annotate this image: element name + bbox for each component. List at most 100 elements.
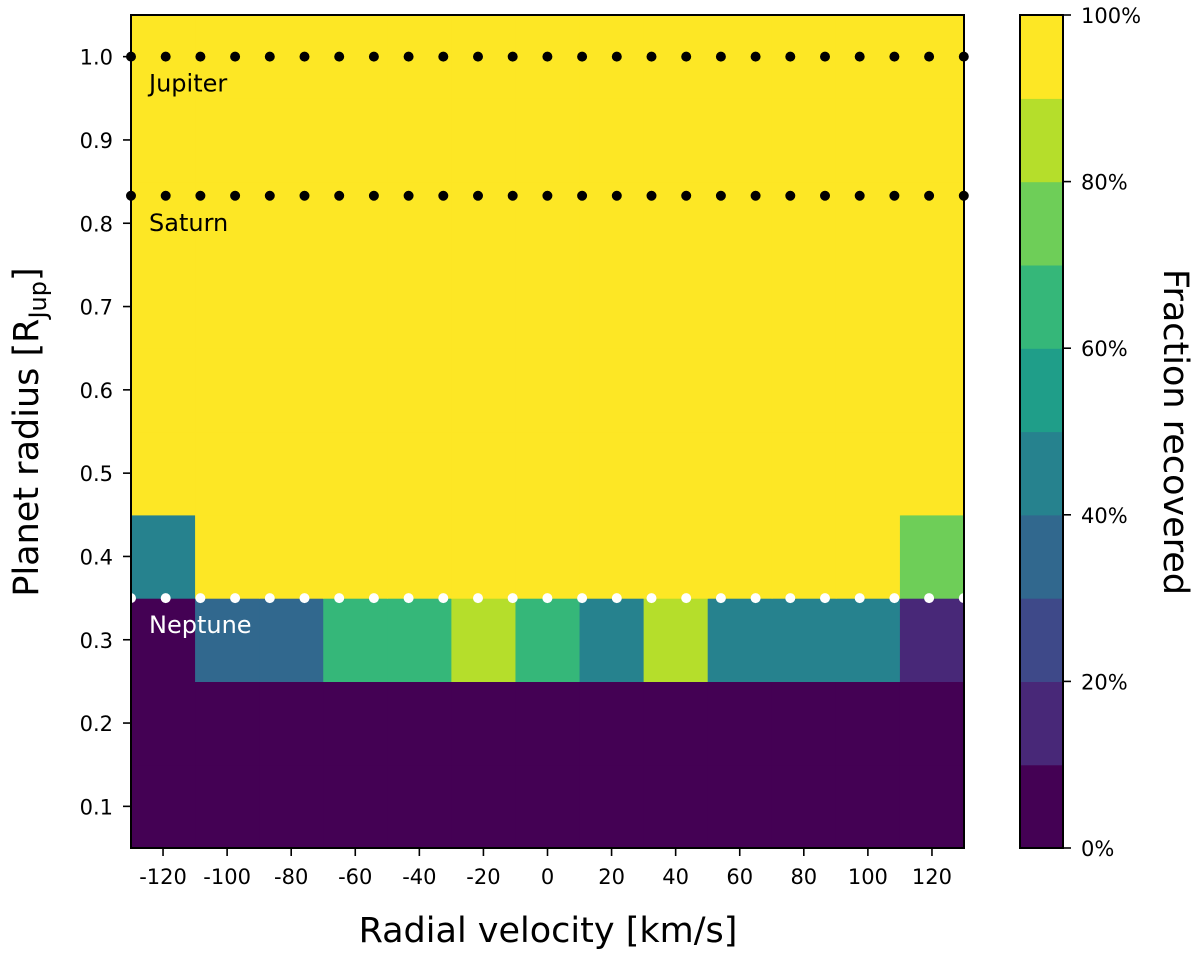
y-tick-label: 0.7	[80, 296, 113, 320]
colorbar-segment	[1020, 264, 1063, 349]
heatmap-cell	[387, 98, 452, 183]
x-tick-label: -20	[466, 865, 500, 889]
heatmap-cell	[835, 681, 901, 766]
heatmap-cell	[707, 764, 773, 849]
x-tick-label: -40	[402, 865, 436, 889]
heatmap-cell	[259, 264, 324, 349]
colorbar-segment	[1020, 598, 1063, 682]
reference-lines: Jupiter Saturn Neptune	[126, 51, 969, 639]
heatmap-cell	[323, 681, 388, 766]
heatmap-cell	[899, 764, 965, 849]
heatmap-cell	[643, 98, 709, 183]
heatmap-cell	[899, 348, 965, 433]
y-tick-label: 0.9	[80, 129, 113, 153]
heatmap-cell	[899, 264, 965, 349]
heatmap-cell	[259, 514, 324, 599]
y-axis-label: Planet radius [RJup]	[7, 267, 52, 596]
heatmap-cell	[515, 514, 581, 599]
heatmap-cell	[515, 98, 581, 183]
heatmap-cell	[451, 348, 517, 433]
reference-label-jupiter: Jupiter	[147, 70, 227, 98]
heatmap-cell	[195, 264, 260, 349]
colorbar-segment	[1020, 764, 1063, 849]
heatmap-cell	[579, 598, 645, 682]
y-tick-label: 0.2	[80, 712, 113, 736]
heatmap-cell	[323, 98, 388, 183]
colorbar-segment	[1020, 98, 1063, 183]
heatmap-cell	[707, 348, 773, 433]
heatmap-cell	[323, 431, 388, 516]
colorbar	[1020, 15, 1063, 849]
colorbar-segment	[1020, 15, 1063, 99]
heatmap-cell	[707, 98, 773, 183]
heatmap-cell	[387, 598, 452, 682]
y-axis-label-subscript: Jup	[24, 281, 52, 321]
y-axis-label-main: Planet radius [R	[7, 319, 47, 597]
heatmap-cell	[195, 181, 260, 266]
colorbar-tick-label: 100%	[1081, 4, 1141, 28]
heatmap-cell	[131, 431, 196, 516]
heatmap-cell	[323, 598, 388, 682]
heatmap-cell	[451, 181, 517, 266]
heatmap-cell	[835, 514, 901, 599]
heatmap-cell	[387, 264, 452, 349]
colorbar-segment	[1020, 348, 1063, 433]
heatmap-cell	[771, 681, 837, 766]
heatmap-cell	[451, 98, 517, 183]
heatmap-cell	[259, 431, 324, 516]
heatmap-cell	[387, 514, 452, 599]
heatmap-cell	[643, 264, 709, 349]
y-tick-label: 0.3	[80, 629, 113, 653]
heatmap-cell	[771, 764, 837, 849]
heatmap-cell	[643, 348, 709, 433]
heatmap-cell	[643, 431, 709, 516]
heatmap-cell	[195, 681, 260, 766]
heatmap-cell	[259, 98, 324, 183]
heatmap-cell	[323, 264, 388, 349]
heatmap-cell	[771, 514, 837, 599]
colorbar-label: Fraction recovered	[1155, 269, 1195, 595]
heatmap-cell	[451, 764, 517, 849]
heatmap-cell	[643, 764, 709, 849]
heatmap-cell	[195, 764, 260, 849]
x-tick-label: 40	[662, 865, 689, 889]
x-tick-label: 80	[790, 865, 817, 889]
heatmap-cell	[579, 98, 645, 183]
heatmap-cell	[835, 431, 901, 516]
heatmap-cell	[259, 764, 324, 849]
heatmap-cell	[771, 598, 837, 682]
x-tick-label: 60	[726, 865, 753, 889]
y-tick-label: 1.0	[80, 46, 113, 70]
heatmap-cell	[131, 264, 196, 349]
heatmap-cell	[771, 431, 837, 516]
heatmap-cell	[387, 348, 452, 433]
heatmap-cell	[707, 598, 773, 682]
colorbar-tick-label: 80%	[1081, 171, 1128, 195]
heatmap-cell	[771, 98, 837, 183]
heatmap-cell	[579, 181, 645, 266]
heatmap-cell	[131, 598, 196, 682]
heatmap-cell	[451, 681, 517, 766]
heatmap-cell	[899, 514, 965, 599]
x-axis-label: Radial velocity [km/s]	[359, 911, 738, 951]
y-tick-label: 0.5	[80, 462, 113, 486]
colorbar-tick-label: 20%	[1081, 670, 1128, 694]
heatmap-cell	[899, 598, 965, 682]
x-tick-label: -80	[274, 865, 308, 889]
heatmap-cell	[195, 98, 260, 183]
x-tick-label: 120	[912, 865, 952, 889]
heatmap-cell	[899, 681, 965, 766]
x-tick-label: -60	[338, 865, 372, 889]
x-tick-label: 0	[541, 865, 554, 889]
colorbar-segment	[1020, 514, 1063, 599]
heatmap-cell	[451, 15, 517, 99]
heatmap-cell	[387, 681, 452, 766]
heatmap-cell	[707, 681, 773, 766]
x-tick-label: -120	[139, 865, 187, 889]
colorbar-segment	[1020, 681, 1063, 766]
heatmap-cell	[259, 598, 324, 682]
heatmap-cell	[579, 514, 645, 599]
heatmap-cell	[515, 348, 581, 433]
heatmap-cell	[451, 431, 517, 516]
